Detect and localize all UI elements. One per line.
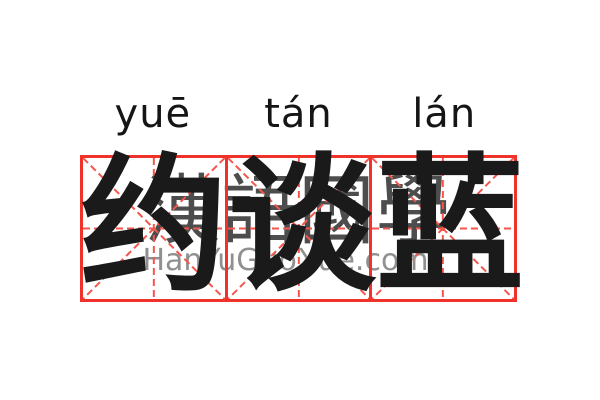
character-row: 约 谈 蓝 — [80, 146, 524, 310]
grid-cell — [224, 158, 370, 299]
mizige-guides-icon — [83, 158, 225, 299]
pinyin-syllable: yuē — [114, 91, 192, 137]
character: 蓝 — [376, 146, 524, 310]
mizige-guides-icon — [227, 158, 370, 299]
watermark-site: HanYuGuoXue.com — [142, 243, 429, 278]
character: 谈 — [228, 146, 376, 310]
mizige-guides-icon — [372, 158, 515, 299]
pinyin-syllable: lán — [412, 91, 477, 137]
practice-grid — [80, 155, 517, 302]
pinyin-syllable: tán — [264, 91, 333, 137]
grid-cell — [83, 158, 225, 299]
pinyin-row: yuē tán lán — [80, 88, 517, 140]
grid-cell — [369, 158, 515, 299]
character: 约 — [80, 146, 228, 310]
